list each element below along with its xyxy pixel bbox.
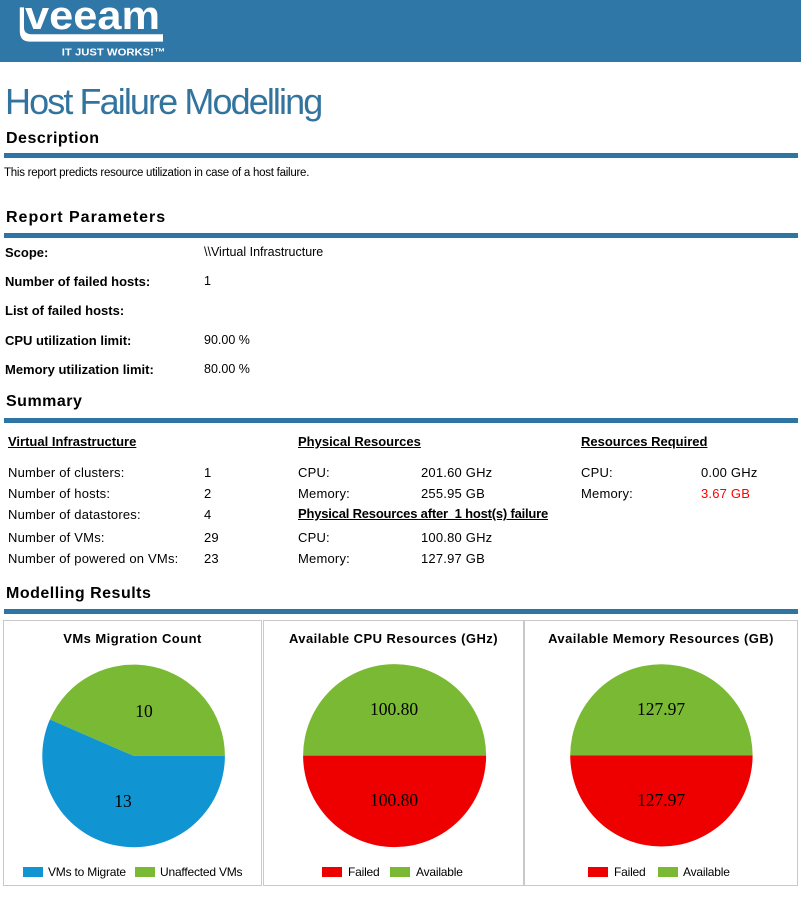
svg-text:veeam: veeam	[25, 0, 160, 38]
svg-text:IT JUST WORKS!™: IT JUST WORKS!™	[62, 48, 165, 59]
